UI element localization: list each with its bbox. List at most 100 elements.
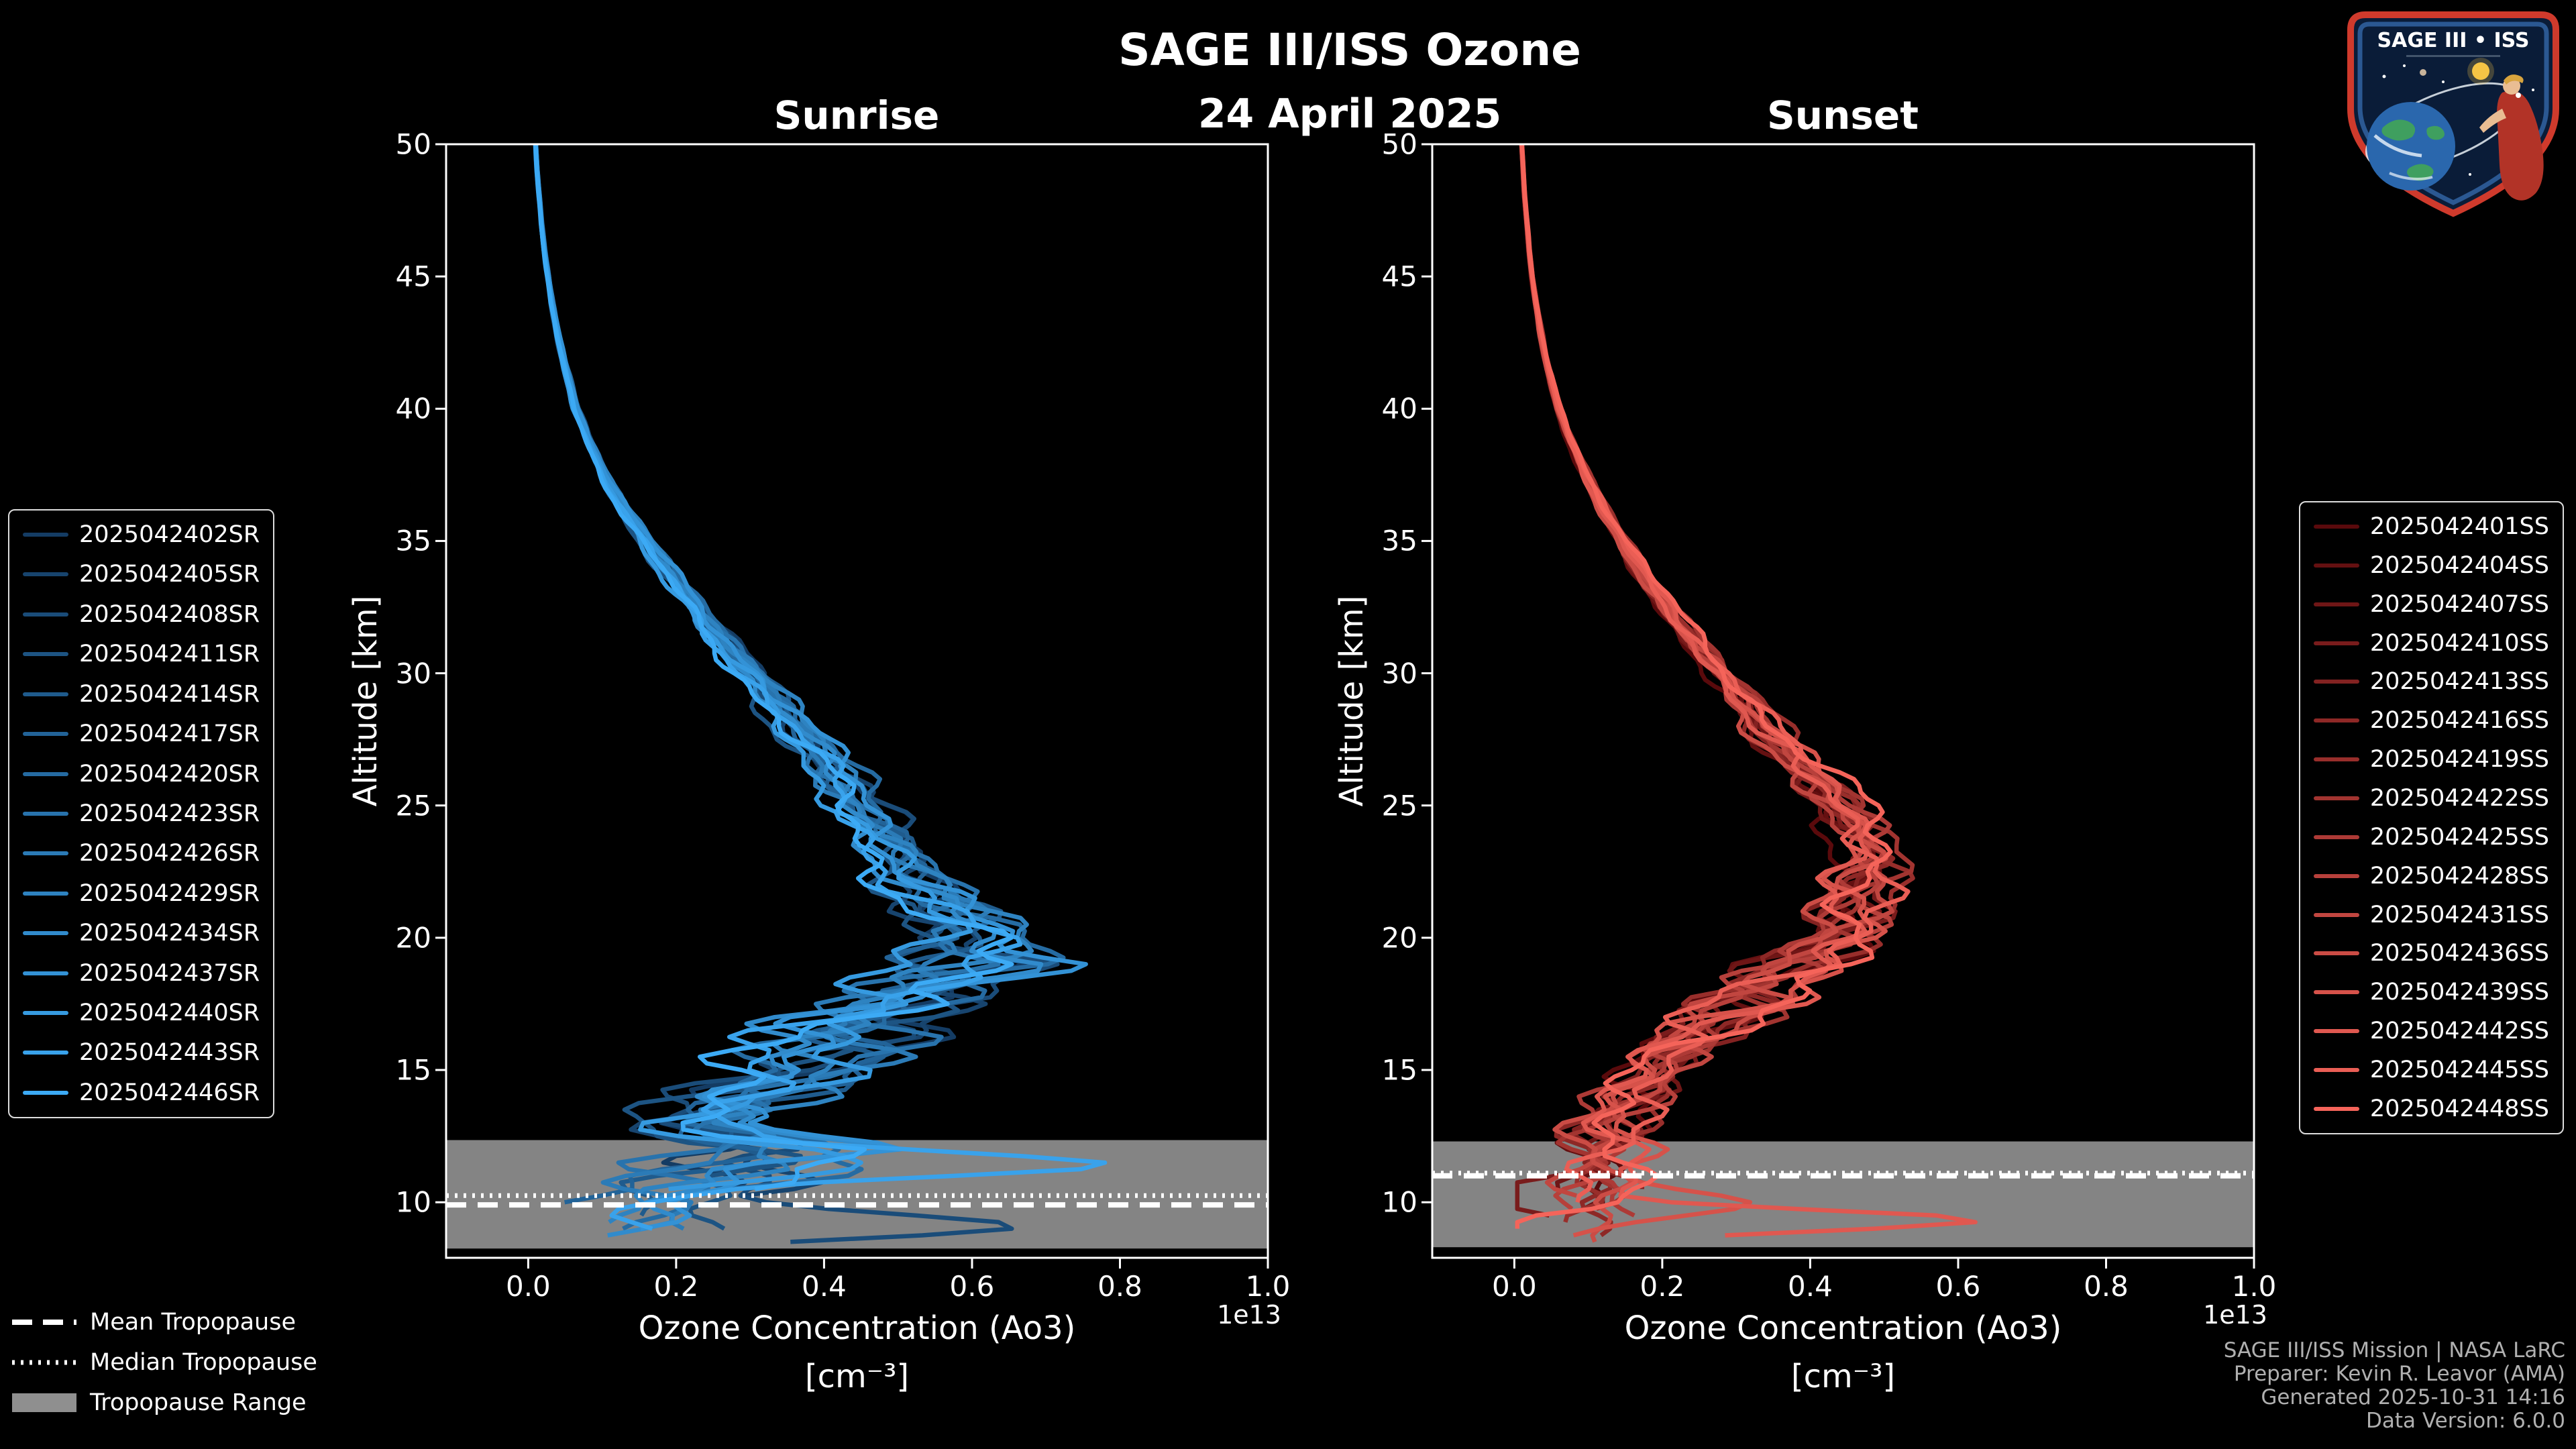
sunrise-legend: 2025042402SR 2025042405SR 2025042408SR 2025… <box>8 509 275 1118</box>
y-tick-label: 20 <box>1381 921 1417 955</box>
legend-item: 2025042423SR <box>23 800 260 827</box>
legend-item: 2025042442SS <box>2313 1018 2549 1044</box>
sunset-x-axis-label: Ozone Concentration (Ao3) <box>1624 1309 2062 1347</box>
legend-item: 2025042401SS <box>2313 513 2549 540</box>
sunrise-x-axis-label: Ozone Concentration (Ao3) <box>638 1309 1076 1347</box>
mission-credit: SAGE III/ISS Mission | NASA LaRC <box>2223 1338 2565 1362</box>
legend-line-swatch <box>23 533 68 537</box>
x-tick-label: 0.4 <box>1788 1270 1833 1303</box>
y-tick-label: 25 <box>395 789 431 822</box>
legend-line-swatch <box>2313 525 2359 529</box>
logo-title: SAGE III • ISS <box>2377 29 2530 52</box>
legend-item: 2025042431SS <box>2313 901 2549 928</box>
y-tick-label: 40 <box>1381 392 1417 425</box>
sunrise-axis-offset-text: 1e13 <box>1217 1300 1281 1330</box>
sunrise-plot-area: 0.0 0.2 0.4 0.6 0.8 1.0 10 15 20 25 30 35 40 45 50 <box>396 128 1291 1303</box>
legend-line-swatch <box>2313 1106 2359 1111</box>
legend-item: 2025042416SS <box>2313 707 2549 735</box>
mean-tropopause-label: Mean Tropopause <box>90 1309 297 1336</box>
legend-line-swatch <box>2313 796 2359 801</box>
legend-line-swatch <box>2313 563 2359 568</box>
sunset-panel-title: Sunset <box>1767 93 1919 138</box>
legend-line-swatch <box>23 652 68 657</box>
legend-item-label: 2025042408SR <box>79 600 260 628</box>
legend-item: 2025042437SR <box>23 960 260 987</box>
legend-item: 2025042425SS <box>2313 823 2549 851</box>
legend-line-swatch <box>2313 641 2359 645</box>
logo-inner-ring <box>2357 21 2549 205</box>
legend-line-swatch <box>23 771 68 776</box>
legend-item: 2025042402SR <box>23 521 260 548</box>
sunset-plot-svg <box>1421 143 2255 1269</box>
plot-border <box>445 143 1269 1259</box>
sunrise-x-axis-units: [cm⁻³] <box>804 1358 910 1395</box>
legend-item-label: 2025042407SS <box>2369 590 2549 618</box>
x-tick-label: 1.0 <box>1245 1270 1291 1303</box>
legend-item: 2025042419SS <box>2313 746 2549 773</box>
legend-item-label: 2025042431SS <box>2369 901 2549 928</box>
legend-line-swatch <box>2313 873 2359 878</box>
sage-iss-logo: SAGE III • ISS <box>2347 11 2559 217</box>
legend-item-label: 2025042416SS <box>2369 707 2549 735</box>
logo-continents <box>2381 119 2445 181</box>
legend-line-swatch <box>23 572 68 577</box>
ozone-profile-line <box>1519 144 1888 1243</box>
legend-line-swatch <box>23 1090 68 1095</box>
x-tick-label: 1.0 <box>2231 1270 2277 1303</box>
legend-item-label: 2025042417SR <box>79 720 260 748</box>
x-tick-label: 0.4 <box>802 1270 847 1303</box>
legend-item: 2025042428SS <box>2313 863 2549 890</box>
legend-line-swatch <box>2313 1068 2359 1073</box>
profile-lines-group <box>533 144 1108 1244</box>
mean-tropopause-legend-item: Mean Tropopause <box>12 1307 317 1338</box>
legend-item-label: 2025042401SS <box>2369 513 2549 540</box>
legend-item-label: 2025042439SS <box>2369 979 2549 1006</box>
gray-patch-swatch <box>12 1393 76 1412</box>
legend-item-label: 2025042420SR <box>79 760 260 788</box>
dotted-line-swatch <box>12 1360 76 1365</box>
legend-item-label: 2025042446SR <box>79 1079 260 1106</box>
logo-cloud <box>2373 134 2422 158</box>
legend-line-swatch <box>2313 757 2359 762</box>
sunset-y-axis-label: Altitude [km] <box>1333 595 1371 807</box>
y-tick-label: 10 <box>1381 1185 1417 1219</box>
legend-item-label: 2025042423SR <box>79 800 260 827</box>
median-tropopause-label: Median Tropopause <box>90 1349 317 1376</box>
legend-item-label: 2025042448SS <box>2369 1095 2549 1122</box>
data-version: Data Version: 6.0.0 <box>2365 1409 2565 1433</box>
legend-line-swatch <box>2313 602 2359 606</box>
tropopause-legend: Mean Tropopause Median Tropopause Tropop… <box>12 1307 317 1418</box>
legend-item-label: 2025042436SS <box>2369 940 2549 967</box>
y-tick-label: 30 <box>1381 657 1417 690</box>
x-tick-label: 0.2 <box>1640 1270 1685 1303</box>
legend-line-swatch <box>23 692 68 696</box>
legend-item-label: 2025042445SS <box>2369 1057 2549 1084</box>
legend-line-swatch <box>23 931 68 936</box>
tropopause-range-legend-item: Tropopause Range <box>12 1387 317 1418</box>
ozone-profile-line <box>533 144 1066 1231</box>
legend-item-label: 2025042425SS <box>2369 823 2549 851</box>
legend-line-swatch <box>2313 912 2359 917</box>
y-tick-label: 35 <box>1381 524 1417 557</box>
legend-line-swatch <box>2313 680 2359 684</box>
logo-planet-small <box>2420 69 2426 76</box>
legend-item: 2025042439SS <box>2313 979 2549 1006</box>
legend-item-label: 2025042405SR <box>79 561 260 588</box>
x-tick-label: 0.8 <box>1097 1270 1142 1303</box>
x-tick-label: 0.6 <box>949 1270 995 1303</box>
legend-item: 2025042413SS <box>2313 668 2549 695</box>
y-tick-label: 45 <box>395 260 431 293</box>
legend-line-swatch <box>2313 835 2359 839</box>
legend-item: 2025042404SS <box>2313 552 2549 579</box>
y-tick-label: 15 <box>395 1053 431 1087</box>
sunset-x-axis-units: [cm⁻³] <box>1790 1358 1896 1395</box>
legend-line-swatch <box>23 612 68 616</box>
legend-item-label: 2025042443SR <box>79 1039 260 1067</box>
y-tick-label: 25 <box>1381 789 1417 822</box>
sunrise-y-axis-label: Altitude [km] <box>347 595 384 807</box>
legend-item-label: 2025042426SR <box>79 840 260 867</box>
logo-microtext-line <box>2406 55 2500 57</box>
sunset-plot-area: 0.0 0.2 0.4 0.6 0.8 1.0 10 15 20 25 30 35 40 45 50 <box>1382 128 2277 1303</box>
legend-item: 2025042420SR <box>23 761 260 788</box>
legend-line-swatch <box>23 891 68 896</box>
